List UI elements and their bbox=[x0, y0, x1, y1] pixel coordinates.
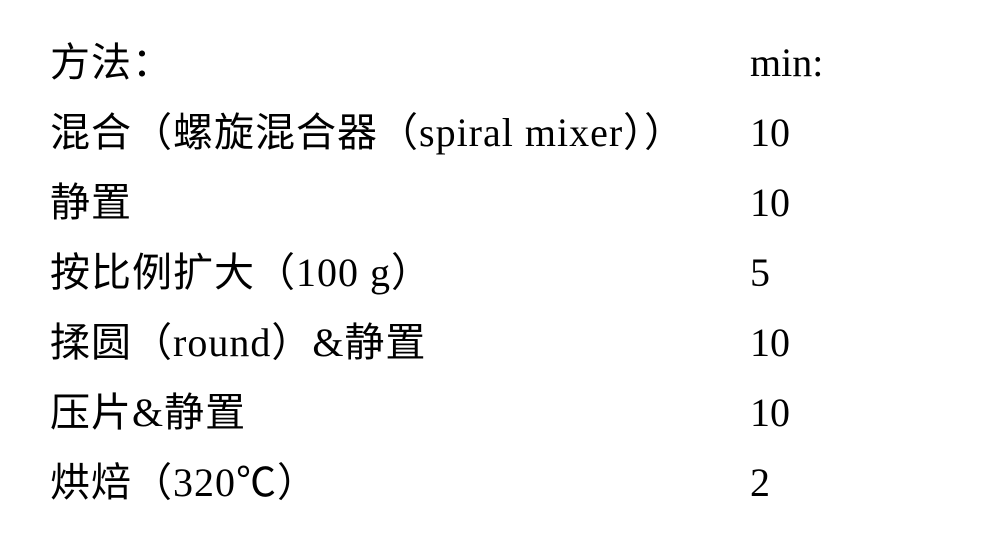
step-cell: 烘焙（320℃） bbox=[50, 450, 750, 508]
table-header-row: 方法： min: bbox=[50, 30, 950, 88]
time-cell: 5 bbox=[750, 249, 900, 296]
time-cell: 10 bbox=[750, 109, 900, 156]
step-cell: 揉圆（round）&静置 bbox=[50, 310, 750, 368]
process-table: 方法： min: 混合（螺旋混合器（spiral mixer）） 10 静置 1… bbox=[50, 30, 950, 520]
table-row: 揉圆（round）&静置 10 bbox=[50, 310, 950, 368]
header-method: 方法： bbox=[50, 30, 750, 88]
header-time: min: bbox=[750, 39, 900, 86]
table-row: 压片&静置 10 bbox=[50, 380, 950, 438]
time-cell: 2 bbox=[750, 459, 900, 506]
table-row: 混合（螺旋混合器（spiral mixer）） 10 bbox=[50, 100, 950, 158]
table-row: 按比例扩大（100 g） 5 bbox=[50, 240, 950, 298]
table-row: 烘焙（320℃） 2 bbox=[50, 450, 950, 508]
table-row: 静置 10 bbox=[50, 170, 950, 228]
step-cell: 混合（螺旋混合器（spiral mixer）） bbox=[50, 100, 750, 158]
time-cell: 10 bbox=[750, 319, 900, 366]
step-cell: 按比例扩大（100 g） bbox=[50, 240, 750, 298]
step-cell: 静置 bbox=[50, 170, 750, 228]
time-cell: 10 bbox=[750, 389, 900, 436]
step-cell: 压片&静置 bbox=[50, 380, 750, 438]
time-cell: 10 bbox=[750, 179, 900, 226]
